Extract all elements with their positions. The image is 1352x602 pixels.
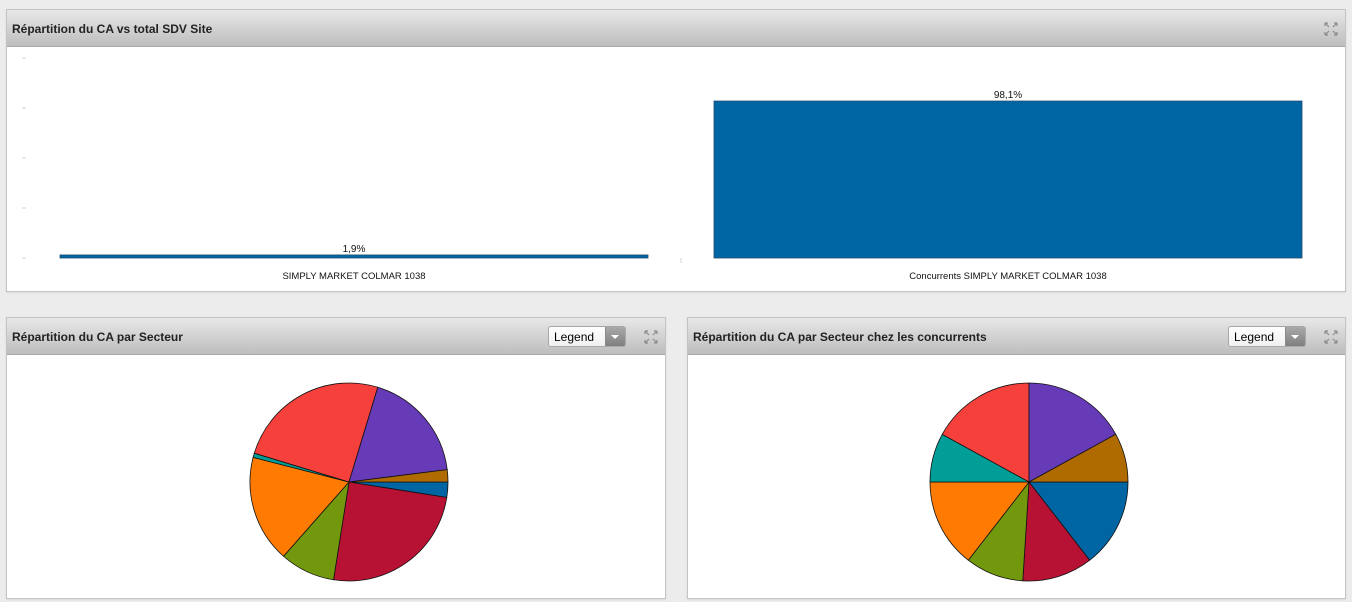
panel-ca-vs-total: Répartition du CA vs total SDV Site 1,9%… [6,9,1346,292]
pie-slice[interactable] [249,456,350,557]
panel-title: Répartition du CA par Secteur chez les c… [693,330,987,344]
bar-value-label: 98,1% [994,90,1022,101]
panel-title: Répartition du CA vs total SDV Site [12,22,213,36]
panel-ca-par-secteur: Répartition du CA par Secteur Legend [6,317,666,599]
expand-icon[interactable] [1323,21,1339,37]
pie-slice[interactable] [929,481,1030,561]
bar[interactable] [59,254,649,259]
chevron-down-icon[interactable] [605,327,625,346]
pie-chart-secteur-concurrents [929,382,1129,582]
pie-slice[interactable] [1028,382,1117,483]
pie-slice[interactable] [1022,480,1091,582]
legend-dropdown[interactable]: Legend [1228,326,1306,347]
category-label: Concurrents SIMPLY MARKET COLMAR 1038 [909,271,1106,282]
bar[interactable] [713,100,1303,259]
panel-header: Répartition du CA par Secteur Legend [7,318,665,355]
legend-dropdown-label: Legend [1234,330,1275,344]
pie-slice[interactable] [1028,481,1129,561]
pie-slice[interactable] [941,382,1030,483]
expand-icon[interactable] [643,329,659,345]
pie-slice[interactable] [348,386,448,483]
category-label: SIMPLY MARKET COLMAR 1038 [282,271,425,282]
pie-slice[interactable] [333,481,448,582]
chevron-down-icon[interactable] [1285,327,1305,346]
pie-chart-secteur [249,382,449,582]
legend-dropdown[interactable]: Legend [548,326,626,347]
legend-dropdown-label: Legend [554,330,595,344]
pie-slice[interactable] [253,382,379,483]
panel-header: Répartition du CA vs total SDV Site [7,10,1345,47]
pie-slice[interactable] [348,469,449,483]
expand-icon[interactable] [1323,329,1339,345]
pie-slice[interactable] [1028,433,1129,483]
panel-ca-par-secteur-concurrents: Répartition du CA par Secteur chez les c… [687,317,1346,599]
bar-value-label: 1,9% [343,244,366,255]
panel-header: Répartition du CA par Secteur chez les c… [688,318,1345,355]
panel-title: Répartition du CA par Secteur [12,330,183,344]
bar-chart: 1,9% SIMPLY MARKET COLMAR 1038 98,1% Concur… [22,57,1303,282]
